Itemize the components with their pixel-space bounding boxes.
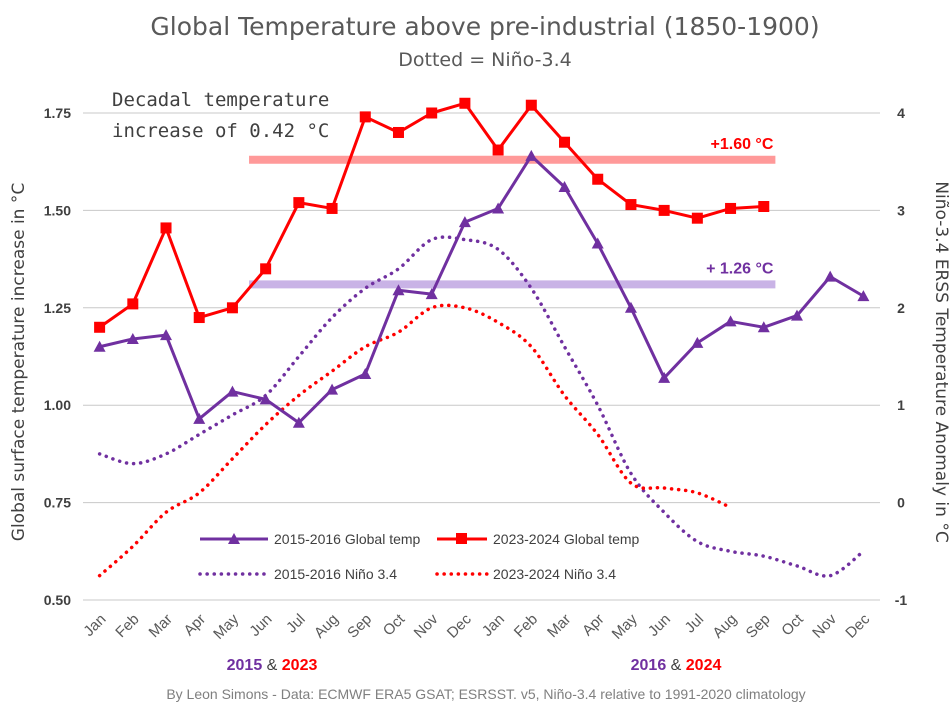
data-point bbox=[790, 309, 803, 321]
y-axis-left: 0.50 0.75 1.00 1.25 1.50 1.75 bbox=[44, 105, 71, 608]
y-tick-right: 2 bbox=[897, 300, 905, 316]
data-point bbox=[691, 212, 703, 224]
data-point bbox=[126, 332, 139, 344]
legend-item-2015-2016-nino: 2015-2016 Niño 3.4 bbox=[198, 566, 397, 582]
data-point bbox=[857, 290, 870, 302]
legend-item-2015-2016-global: 2015-2016 Global temp bbox=[200, 531, 421, 547]
reference-lines: +1.60 °C + 1.26 °C bbox=[249, 136, 776, 289]
year-label-second: 2016 & 2024 bbox=[631, 657, 722, 674]
legend-item-2023-2024-nino: 2023-2024 Niño 3.4 bbox=[435, 566, 616, 582]
data-point bbox=[260, 263, 272, 275]
data-point bbox=[425, 288, 438, 300]
legend-item-2023-2024-global: 2023-2024 Global temp bbox=[437, 531, 640, 547]
y-axis-right-title: Niño-3.4 ERSS Temperature Anomaly in °C bbox=[931, 181, 951, 542]
data-point bbox=[492, 144, 504, 156]
chart-title: Global Temperature above pre-industrial … bbox=[150, 12, 819, 41]
y-tick-left: 1.75 bbox=[44, 105, 71, 121]
data-point bbox=[226, 385, 239, 397]
series-layer bbox=[93, 97, 870, 578]
legend-label-2023-2024-global: 2023-2024 Global temp bbox=[493, 531, 640, 547]
data-point bbox=[691, 336, 704, 348]
data-point bbox=[758, 201, 770, 213]
data-point bbox=[458, 216, 471, 228]
y-tick-left: 1.25 bbox=[44, 300, 71, 316]
y-axis-right: -1 0 1 2 3 4 bbox=[895, 105, 908, 608]
data-point bbox=[824, 270, 837, 282]
data-point bbox=[492, 202, 505, 214]
y-tick-right: 4 bbox=[897, 105, 905, 121]
y-tick-left: 0.50 bbox=[44, 592, 71, 608]
data-point bbox=[226, 302, 238, 314]
y-tick-right: 3 bbox=[897, 202, 905, 218]
data-point bbox=[525, 99, 537, 111]
data-point bbox=[558, 181, 571, 193]
year-label-first: 2015 & 2023 bbox=[227, 657, 318, 674]
data-point bbox=[292, 416, 305, 428]
y-tick-left: 0.75 bbox=[44, 495, 71, 511]
data-point bbox=[93, 340, 106, 352]
data-point bbox=[359, 111, 371, 123]
year-label-2015: 2015 bbox=[227, 657, 263, 674]
data-point bbox=[525, 149, 538, 161]
series-2023-2024-global-temp bbox=[94, 97, 770, 333]
annotation-line-2: increase of 0.42 °C bbox=[112, 120, 329, 142]
data-point bbox=[259, 393, 272, 405]
y-tick-right: -1 bbox=[895, 592, 908, 608]
data-point bbox=[624, 301, 637, 313]
legend-label-2023-2024-nino: 2023-2024 Niño 3.4 bbox=[493, 566, 616, 582]
data-point bbox=[725, 202, 737, 214]
data-point bbox=[127, 298, 139, 310]
year-label-2016: 2016 bbox=[631, 657, 667, 674]
data-point bbox=[625, 199, 637, 211]
series-line bbox=[97, 303, 733, 578]
data-point bbox=[160, 222, 172, 234]
data-point bbox=[293, 197, 305, 209]
year-label-sep-2: & bbox=[666, 657, 686, 674]
data-point bbox=[426, 107, 438, 119]
data-point bbox=[392, 126, 404, 138]
data-point bbox=[658, 204, 670, 216]
data-point bbox=[326, 202, 338, 214]
data-point bbox=[757, 321, 770, 333]
annotation-line-1: Decadal temperature bbox=[112, 89, 329, 111]
y-tick-left: 1.50 bbox=[44, 202, 71, 218]
year-label-2023: 2023 bbox=[282, 657, 318, 674]
data-point bbox=[326, 383, 339, 395]
reference-line-label: +1.60 °C bbox=[711, 136, 774, 153]
data-point bbox=[591, 237, 604, 249]
data-point bbox=[392, 284, 405, 296]
series-2015-2016-global-temp bbox=[93, 149, 870, 428]
data-point bbox=[193, 312, 205, 324]
reference-line-label: + 1.26 °C bbox=[706, 260, 774, 277]
data-point bbox=[359, 368, 372, 380]
year-label-2024: 2024 bbox=[686, 657, 722, 674]
legend: 2015-2016 Global temp 2023-2024 Global t… bbox=[198, 531, 640, 582]
legend-label-2015-2016-nino: 2015-2016 Niño 3.4 bbox=[274, 566, 397, 582]
data-point bbox=[459, 97, 471, 109]
data-point bbox=[592, 173, 604, 185]
data-point bbox=[724, 315, 737, 327]
y-tick-right: 1 bbox=[897, 397, 905, 413]
data-point bbox=[160, 329, 173, 341]
series-2023-2024-ni-o-3-4 bbox=[97, 303, 733, 578]
y-tick-right: 0 bbox=[897, 495, 905, 511]
data-point bbox=[193, 412, 206, 424]
y-axis-left-title: Global surface temperature increase in °… bbox=[9, 183, 29, 541]
data-point bbox=[658, 371, 671, 383]
footer-credit: By Leon Simons - Data: ECMWF ERA5 GSAT; … bbox=[166, 686, 805, 702]
chart-subtitle: Dotted = Niño-3.4 bbox=[398, 49, 572, 71]
y-tick-left: 1.00 bbox=[44, 397, 71, 413]
legend-label-2015-2016-global: 2015-2016 Global temp bbox=[274, 531, 421, 547]
decadal-annotation: Decadal temperature increase of 0.42 °C bbox=[112, 89, 329, 142]
year-label-sep-1: & bbox=[262, 657, 282, 674]
data-point bbox=[559, 136, 571, 148]
data-point bbox=[94, 321, 106, 333]
